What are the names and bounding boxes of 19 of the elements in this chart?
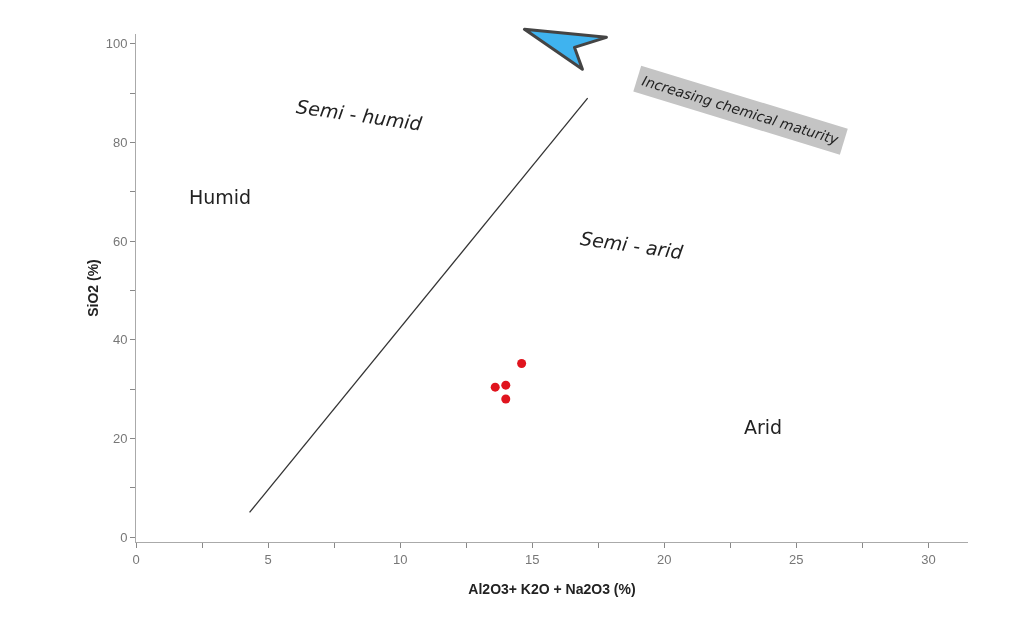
- y-tick-label: 40: [112, 332, 128, 348]
- x-axis-title: Al2O3+ K2O + Na2O3 (%): [468, 581, 636, 597]
- y-tick-label: 0: [120, 529, 128, 545]
- y-axis-title: SiO2 (%): [85, 259, 101, 317]
- x-tick-label: 15: [524, 551, 540, 567]
- x-tick-label: 10: [392, 551, 408, 567]
- annotation: Arid: [744, 416, 783, 438]
- y-tick-label: 100: [105, 36, 128, 52]
- annotation: Semi - arid: [578, 226, 686, 264]
- annotation: Semi - humid: [295, 95, 425, 135]
- y-tick-label: 60: [112, 233, 128, 249]
- x-tick-label: 5: [264, 551, 272, 567]
- annotation: Humid: [189, 186, 252, 208]
- y-tick-label: 80: [112, 135, 128, 151]
- x-tick-label: 25: [789, 551, 804, 567]
- x-tick-label: 20: [657, 551, 672, 567]
- x-tick-label: 0: [132, 551, 140, 567]
- x-tick-label: 30: [921, 551, 936, 567]
- y-tick-label: 20: [112, 430, 128, 446]
